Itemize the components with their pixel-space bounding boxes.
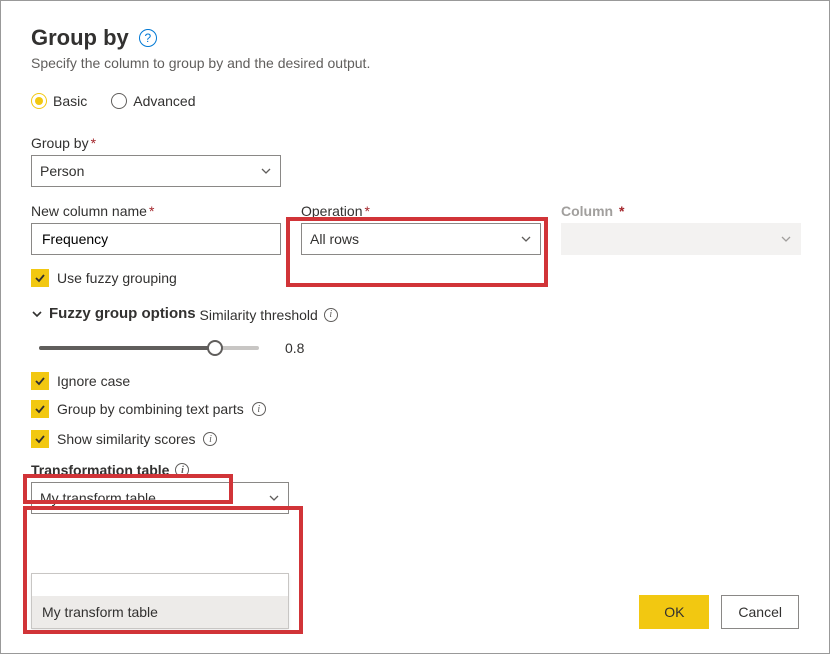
operation-label: Operation* bbox=[301, 203, 541, 219]
new-column-field: New column name* bbox=[31, 203, 281, 255]
group-by-value: Person bbox=[40, 163, 84, 179]
operation-value: All rows bbox=[310, 231, 359, 247]
help-icon[interactable]: ? bbox=[139, 29, 157, 47]
column-select bbox=[561, 223, 801, 255]
show-scores-label: Show similarity scores bbox=[57, 431, 195, 447]
group-by-label: Group by* bbox=[31, 135, 799, 151]
operation-field: Operation* All rows bbox=[301, 203, 541, 255]
slider-thumb[interactable] bbox=[207, 340, 223, 356]
aggregation-row: New column name* Operation* All rows Col… bbox=[31, 203, 799, 255]
fuzzy-options-header[interactable]: Fuzzy group options bbox=[31, 305, 196, 322]
threshold-label: Similarity threshold bbox=[200, 307, 318, 323]
checkbox-checked-icon bbox=[31, 400, 49, 418]
button-row: OK Cancel bbox=[639, 595, 799, 629]
threshold-slider[interactable] bbox=[39, 338, 259, 358]
transform-table-label-row: Transformation table i bbox=[31, 462, 189, 478]
fuzzy-options-title: Fuzzy group options bbox=[49, 305, 196, 322]
chevron-down-icon bbox=[260, 165, 272, 177]
ignore-case-row[interactable]: Ignore case bbox=[31, 372, 799, 390]
threshold-label-row: Similarity threshold i bbox=[200, 307, 338, 323]
cancel-button[interactable]: Cancel bbox=[721, 595, 799, 629]
radio-basic-label: Basic bbox=[53, 93, 87, 109]
new-column-input[interactable] bbox=[40, 230, 272, 248]
combine-text-row[interactable]: Group by combining text parts i bbox=[31, 400, 799, 418]
combine-text-label: Group by combining text parts bbox=[57, 401, 244, 417]
chevron-down-icon bbox=[520, 233, 532, 245]
use-fuzzy-checkbox-row[interactable]: Use fuzzy grouping bbox=[31, 269, 799, 287]
checkbox-checked-icon bbox=[31, 269, 49, 287]
group-by-field: Group by* Person bbox=[31, 135, 799, 187]
radio-circle-icon bbox=[111, 93, 127, 109]
mode-radio-group: Basic Advanced bbox=[31, 93, 799, 109]
radio-advanced[interactable]: Advanced bbox=[111, 93, 195, 109]
transform-table-select[interactable]: My transform table bbox=[31, 482, 289, 514]
checkbox-checked-icon bbox=[31, 372, 49, 390]
ignore-case-label: Ignore case bbox=[57, 373, 130, 389]
chevron-down-icon bbox=[780, 233, 792, 245]
column-label: Column * bbox=[561, 203, 801, 219]
threshold-value: 0.8 bbox=[285, 340, 304, 356]
info-icon[interactable]: i bbox=[203, 432, 217, 446]
show-scores-row[interactable]: Show similarity scores i bbox=[31, 430, 799, 448]
chevron-down-icon bbox=[268, 492, 280, 504]
radio-advanced-label: Advanced bbox=[133, 93, 195, 109]
transform-table-label: Transformation table bbox=[31, 462, 169, 478]
threshold-slider-wrap: 0.8 bbox=[39, 338, 799, 358]
column-field: Column * bbox=[561, 203, 801, 255]
new-column-label: New column name* bbox=[31, 203, 281, 219]
checkbox-checked-icon bbox=[31, 430, 49, 448]
dialog-title: Group by bbox=[31, 25, 129, 51]
ok-button[interactable]: OK bbox=[639, 595, 709, 629]
radio-basic[interactable]: Basic bbox=[31, 93, 87, 109]
dialog-subtitle: Specify the column to group by and the d… bbox=[31, 55, 799, 71]
use-fuzzy-label: Use fuzzy grouping bbox=[57, 270, 177, 286]
operation-select[interactable]: All rows bbox=[301, 223, 541, 255]
group-by-select[interactable]: Person bbox=[31, 155, 281, 187]
slider-fill bbox=[39, 346, 215, 350]
transform-table-dropdown: My transform table bbox=[31, 573, 289, 629]
info-icon[interactable]: i bbox=[175, 463, 189, 477]
transform-table-option[interactable]: My transform table bbox=[32, 596, 288, 628]
group-by-dialog: Group by ? Specify the column to group b… bbox=[0, 0, 830, 654]
chevron-down-icon bbox=[31, 308, 43, 320]
info-icon[interactable]: i bbox=[324, 308, 338, 322]
info-icon[interactable]: i bbox=[252, 402, 266, 416]
new-column-input-wrap bbox=[31, 223, 281, 255]
transform-table-value: My transform table bbox=[40, 490, 156, 506]
radio-circle-icon bbox=[31, 93, 47, 109]
title-row: Group by ? bbox=[31, 25, 799, 51]
